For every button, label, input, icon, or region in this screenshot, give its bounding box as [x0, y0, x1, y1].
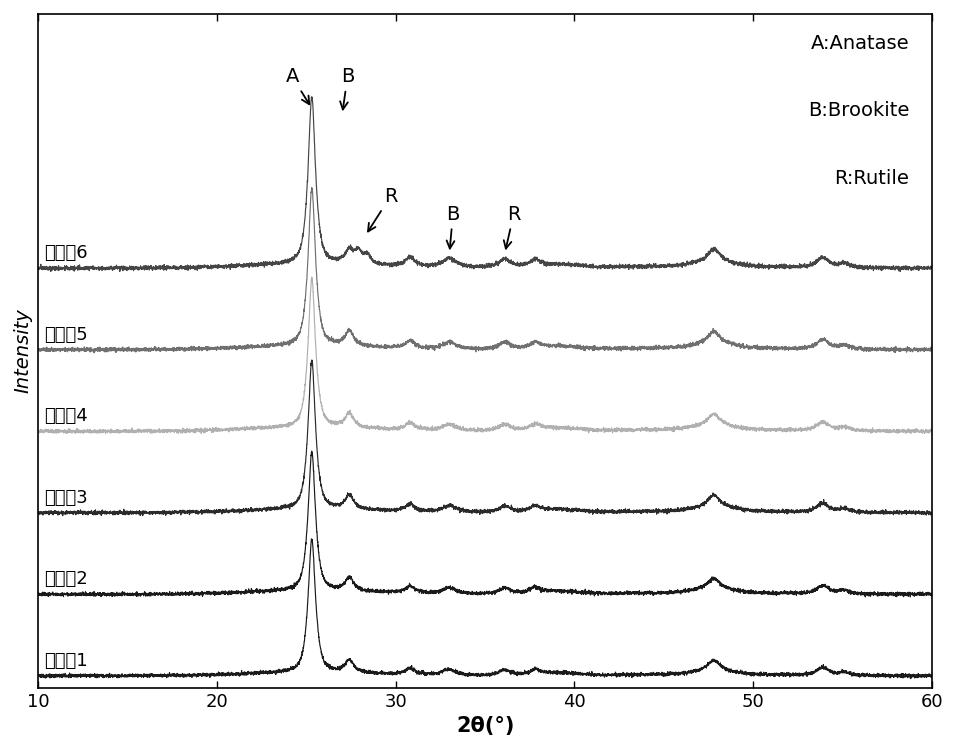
- Text: 实施例1: 实施例1: [44, 652, 87, 670]
- Y-axis label: Intensity: Intensity: [14, 308, 33, 393]
- Text: B:Brookite: B:Brookite: [808, 101, 909, 121]
- Text: 实施例6: 实施例6: [44, 244, 87, 262]
- Text: B: B: [340, 67, 354, 110]
- Text: 实施例4: 实施例4: [44, 407, 87, 425]
- X-axis label: 2θ(°): 2θ(°): [456, 716, 514, 736]
- Text: R:Rutile: R:Rutile: [835, 169, 909, 188]
- Text: A: A: [285, 67, 309, 104]
- Text: A:Anatase: A:Anatase: [811, 34, 909, 53]
- Text: 实施例5: 实施例5: [44, 326, 87, 344]
- Text: B: B: [446, 205, 459, 248]
- Text: R: R: [503, 205, 521, 249]
- Text: 实施例2: 实施例2: [44, 570, 87, 588]
- Text: 实施例3: 实施例3: [44, 489, 87, 507]
- Text: R: R: [368, 187, 397, 232]
